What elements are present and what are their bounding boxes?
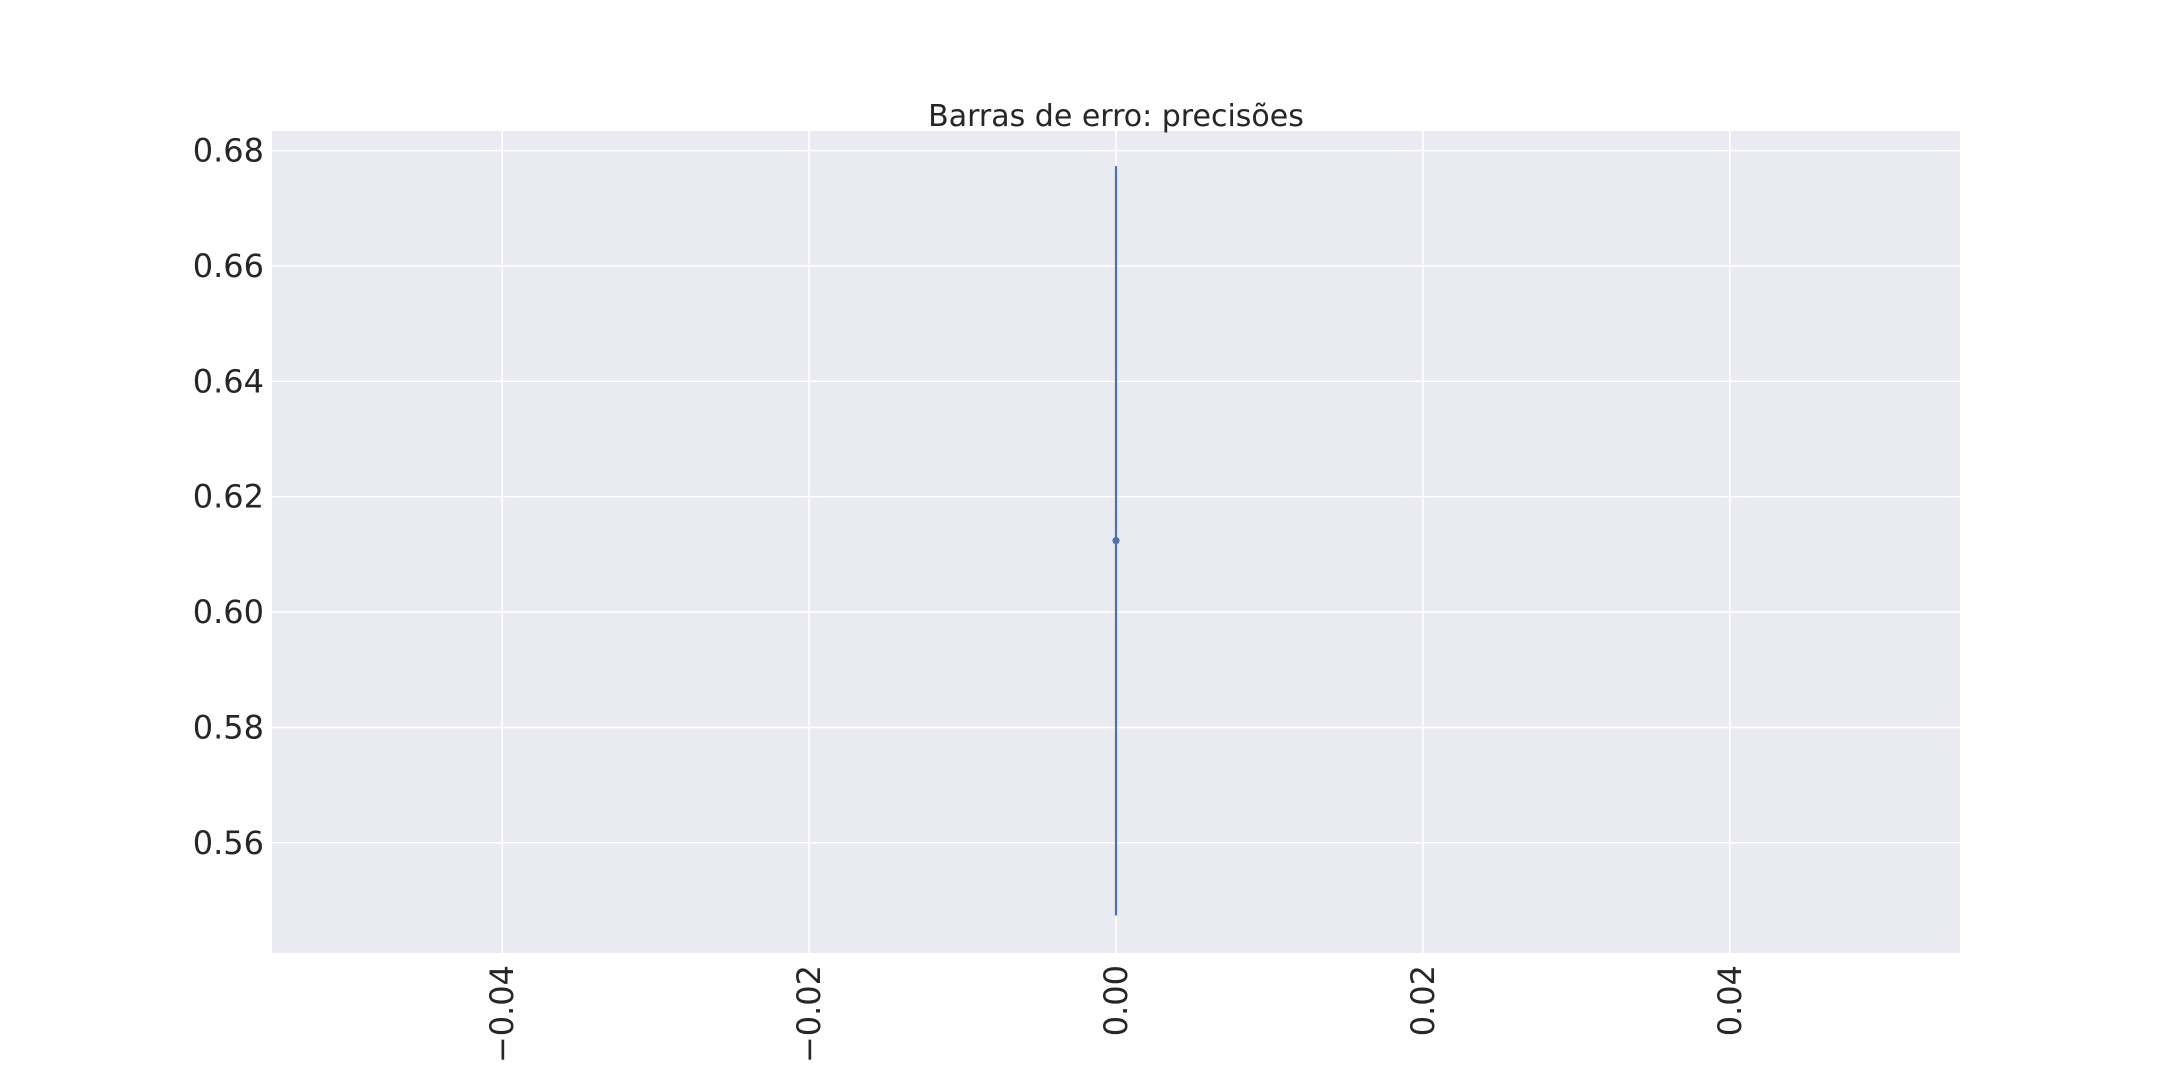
x-axis-ticks: −0.04 −0.02 0.00 0.02 0.04 (483, 965, 1749, 1063)
y-tick-label: 0.60 (193, 593, 264, 631)
y-tick-label: 0.68 (193, 132, 264, 170)
y-tick-label: 0.64 (193, 362, 264, 400)
y-tick-label: 0.58 (193, 708, 264, 746)
y-tick-label: 0.62 (193, 478, 264, 516)
y-tick-label: 0.56 (193, 824, 264, 862)
x-tick-label: 0.00 (1097, 965, 1135, 1036)
y-tick-label: 0.66 (193, 247, 264, 285)
chart-title: Barras de erro: precisões (928, 99, 1304, 134)
data-point (1112, 536, 1120, 545)
x-tick-label: 0.04 (1711, 965, 1749, 1036)
x-tick-label: 0.02 (1404, 965, 1442, 1036)
x-tick-label: −0.04 (483, 965, 521, 1063)
data-points (1112, 536, 1120, 545)
y-axis-ticks: 0.56 0.58 0.60 0.62 0.64 0.66 0.68 (193, 132, 264, 862)
x-tick-label: −0.02 (790, 965, 828, 1063)
